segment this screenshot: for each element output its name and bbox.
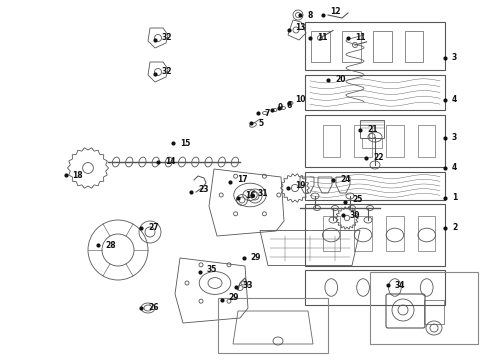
Bar xyxy=(305,22,445,70)
Text: 28: 28 xyxy=(105,240,116,249)
Text: 27: 27 xyxy=(148,224,159,233)
Text: 31: 31 xyxy=(258,189,269,198)
Text: 2: 2 xyxy=(452,224,457,233)
Text: 30: 30 xyxy=(350,211,361,220)
Bar xyxy=(386,125,404,157)
Bar xyxy=(418,125,436,157)
Bar xyxy=(311,31,330,62)
Text: 29: 29 xyxy=(250,253,261,262)
Text: 11: 11 xyxy=(355,33,366,42)
Text: 6: 6 xyxy=(286,100,291,109)
Text: 32: 32 xyxy=(162,68,172,77)
Text: 1: 1 xyxy=(452,194,457,202)
Text: 22: 22 xyxy=(373,153,384,162)
Text: 23: 23 xyxy=(198,185,209,194)
Bar xyxy=(322,125,340,157)
Text: 21: 21 xyxy=(367,126,377,135)
Bar xyxy=(370,272,478,344)
Bar xyxy=(386,216,404,251)
Text: 29: 29 xyxy=(228,293,239,302)
Text: 35: 35 xyxy=(207,266,218,274)
Bar xyxy=(305,172,445,200)
Text: 18: 18 xyxy=(72,171,83,180)
Text: 14: 14 xyxy=(165,158,175,166)
Text: 19: 19 xyxy=(295,180,305,189)
Bar xyxy=(305,204,445,266)
Bar xyxy=(405,31,423,62)
Text: 33: 33 xyxy=(243,280,253,289)
Bar xyxy=(373,31,392,62)
Bar xyxy=(354,125,372,157)
Bar xyxy=(424,300,444,324)
Bar xyxy=(305,270,445,305)
Bar xyxy=(218,298,328,353)
Text: 5: 5 xyxy=(258,118,263,127)
Text: 24: 24 xyxy=(340,175,350,184)
Text: 17: 17 xyxy=(237,175,247,184)
Bar xyxy=(305,115,445,167)
Bar xyxy=(362,138,382,148)
Text: 12: 12 xyxy=(330,8,341,17)
Text: 4: 4 xyxy=(452,95,457,104)
Bar xyxy=(360,120,384,138)
Text: 20: 20 xyxy=(335,76,345,85)
Text: 3: 3 xyxy=(452,134,457,143)
Text: 8: 8 xyxy=(307,10,313,19)
Text: 11: 11 xyxy=(317,33,327,42)
Text: 34: 34 xyxy=(395,280,406,289)
Text: 26: 26 xyxy=(148,303,158,312)
Text: 16: 16 xyxy=(245,192,255,201)
Text: 15: 15 xyxy=(180,139,191,148)
Text: 10: 10 xyxy=(295,95,305,104)
Bar xyxy=(322,216,340,251)
Bar xyxy=(305,75,445,110)
Bar xyxy=(343,31,361,62)
Text: 7: 7 xyxy=(264,108,270,117)
Text: 3: 3 xyxy=(452,54,457,63)
Text: 9: 9 xyxy=(278,104,283,112)
Text: 4: 4 xyxy=(452,163,457,172)
Text: 13: 13 xyxy=(295,23,305,32)
Text: 25: 25 xyxy=(352,195,363,204)
Bar xyxy=(354,216,372,251)
Bar xyxy=(418,216,436,251)
Text: 32: 32 xyxy=(162,33,172,42)
